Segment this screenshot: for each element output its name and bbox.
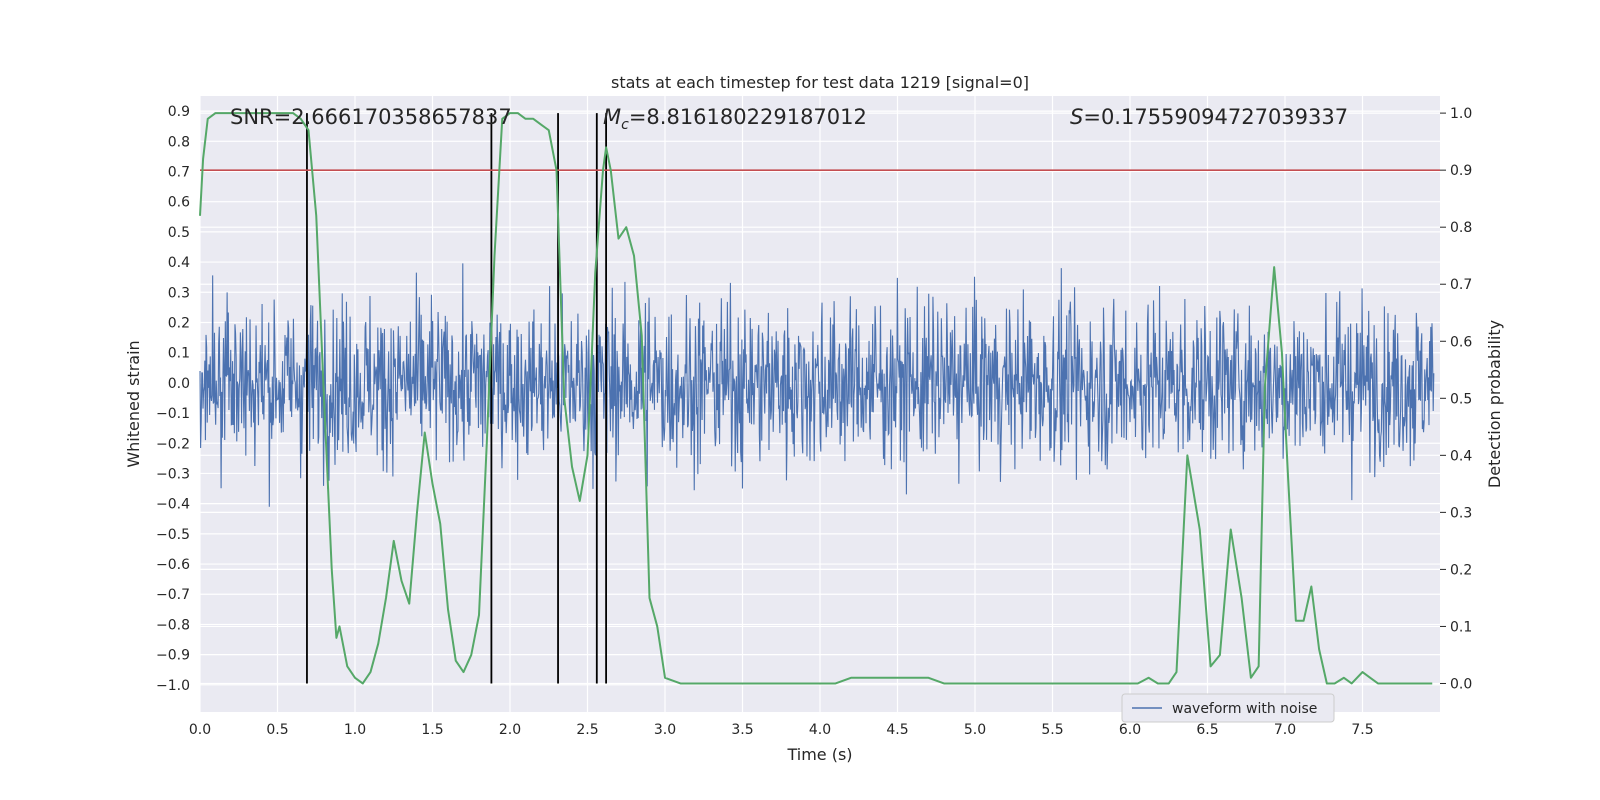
waveform-line — [199, 263, 1435, 507]
y-left-tick-label-1: 0.8 — [168, 134, 190, 150]
x-tick-label-1: 0.5 — [266, 722, 288, 738]
y-right-tick-label-4: 0.6 — [1450, 334, 1472, 350]
y-right-axis-ticks: 1.0 0.9 0.8 0.7 0.6 0.5 0.4 0.3 0.2 0.1 0.0 — [1440, 106, 1472, 692]
snr-annotation: SNR=2.666170358657837 — [230, 105, 512, 129]
y-right-tick-label-5: 0.5 — [1450, 391, 1472, 407]
mc-symbol: M — [603, 105, 621, 129]
x-axis-ticks: 0.0 0.5 1.0 1.5 2.0 2.5 3.0 3.5 4.0 4.5 5.0 5.5 6.0 6… — [189, 722, 1374, 738]
y-left-axis-label: Whitened strain — [124, 340, 143, 467]
y-right-axis-label: Detection probability — [1485, 320, 1504, 488]
x-tick-label-0: 0.0 — [189, 722, 211, 738]
x-tick-label-5: 2.5 — [576, 722, 598, 738]
waveform-series — [199, 263, 1435, 507]
y-right-tick-label-3: 0.7 — [1450, 277, 1472, 293]
y-left-tick-label-19: −1.0 — [156, 678, 190, 694]
y-left-tick-label-6: 0.3 — [168, 285, 190, 301]
y-left-tick-label-18: −0.9 — [156, 648, 190, 664]
y-left-tick-label-17: −0.8 — [156, 617, 190, 633]
x-tick-label-13: 6.5 — [1196, 722, 1218, 738]
x-tick-label-4: 2.0 — [499, 722, 521, 738]
x-tick-label-3: 1.5 — [421, 722, 443, 738]
probability-series — [199, 112, 1433, 685]
y-left-tick-label-12: −0.3 — [156, 466, 190, 482]
x-tick-label-2: 1.0 — [344, 722, 366, 738]
x-tick-label-7: 3.5 — [731, 722, 753, 738]
s-annotation: S=0.17559094727039337 — [1070, 105, 1348, 129]
probability-line — [199, 112, 1433, 685]
mc-annotation: Mc=8.816180229187012 — [603, 105, 867, 133]
x-tick-label-9: 4.5 — [886, 722, 908, 738]
x-tick-label-10: 5.0 — [964, 722, 986, 738]
legend: waveform with noise — [1121, 693, 1335, 723]
snr-value: 2.666170358657837 — [291, 105, 511, 129]
y-left-tick-label-9: 0.0 — [168, 376, 190, 392]
s-value: =0.17559094727039337 — [1083, 105, 1348, 129]
y-left-tick-label-14: −0.5 — [156, 527, 190, 543]
y-left-tick-label-15: −0.6 — [156, 557, 190, 573]
x-tick-label-11: 5.5 — [1041, 722, 1063, 738]
x-tick-label-12: 6.0 — [1119, 722, 1141, 738]
y-right-tick-label-1: 0.9 — [1450, 163, 1472, 179]
x-axis-label: Time (s) — [786, 745, 852, 764]
y-left-tick-label-4: 0.5 — [168, 225, 190, 241]
y-right-tick-label-6: 0.4 — [1450, 448, 1472, 464]
y-left-tick-label-0: 0.9 — [168, 104, 190, 120]
x-tick-label-14: 7.0 — [1274, 722, 1296, 738]
y-left-tick-label-8: 0.1 — [168, 346, 190, 362]
y-left-tick-label-16: −0.7 — [156, 587, 190, 603]
x-tick-label-6: 3.0 — [654, 722, 676, 738]
snr-label: SNR= — [230, 105, 291, 129]
y-right-tick-label-0: 1.0 — [1450, 106, 1472, 122]
y-right-tick-label-8: 0.2 — [1450, 562, 1472, 578]
y-left-tick-label-2: 0.7 — [168, 164, 190, 180]
y-right-tick-label-9: 0.1 — [1450, 619, 1472, 635]
y-left-tick-label-11: −0.2 — [156, 436, 190, 452]
mc-value: =8.816180229187012 — [629, 105, 867, 129]
y-left-tick-label-3: 0.6 — [168, 195, 190, 211]
chart-title: stats at each timestep for test data 121… — [611, 73, 1029, 92]
y-left-tick-label-7: 0.2 — [168, 315, 190, 331]
mc-subscript: c — [621, 117, 629, 133]
legend-label-waveform: waveform with noise — [1172, 701, 1317, 717]
y-left-tick-label-13: −0.4 — [156, 497, 190, 513]
y-right-tick-label-10: 0.0 — [1450, 676, 1472, 692]
legend-box — [1121, 693, 1335, 723]
y-right-tick-label-2: 0.8 — [1450, 220, 1472, 236]
y-left-axis-ticks: 0.9 0.8 0.7 0.6 0.5 0.4 0.3 0.2 0.1 0.0 −0.1 −0.2 −0… — [156, 104, 190, 694]
s-symbol: S — [1070, 105, 1083, 129]
y-right-tick-label-7: 0.3 — [1450, 505, 1472, 521]
x-tick-label-15: 7.5 — [1351, 722, 1373, 738]
y-left-tick-label-5: 0.4 — [168, 255, 190, 271]
x-tick-label-8: 4.0 — [809, 722, 831, 738]
y-left-tick-label-10: −0.1 — [156, 406, 190, 422]
